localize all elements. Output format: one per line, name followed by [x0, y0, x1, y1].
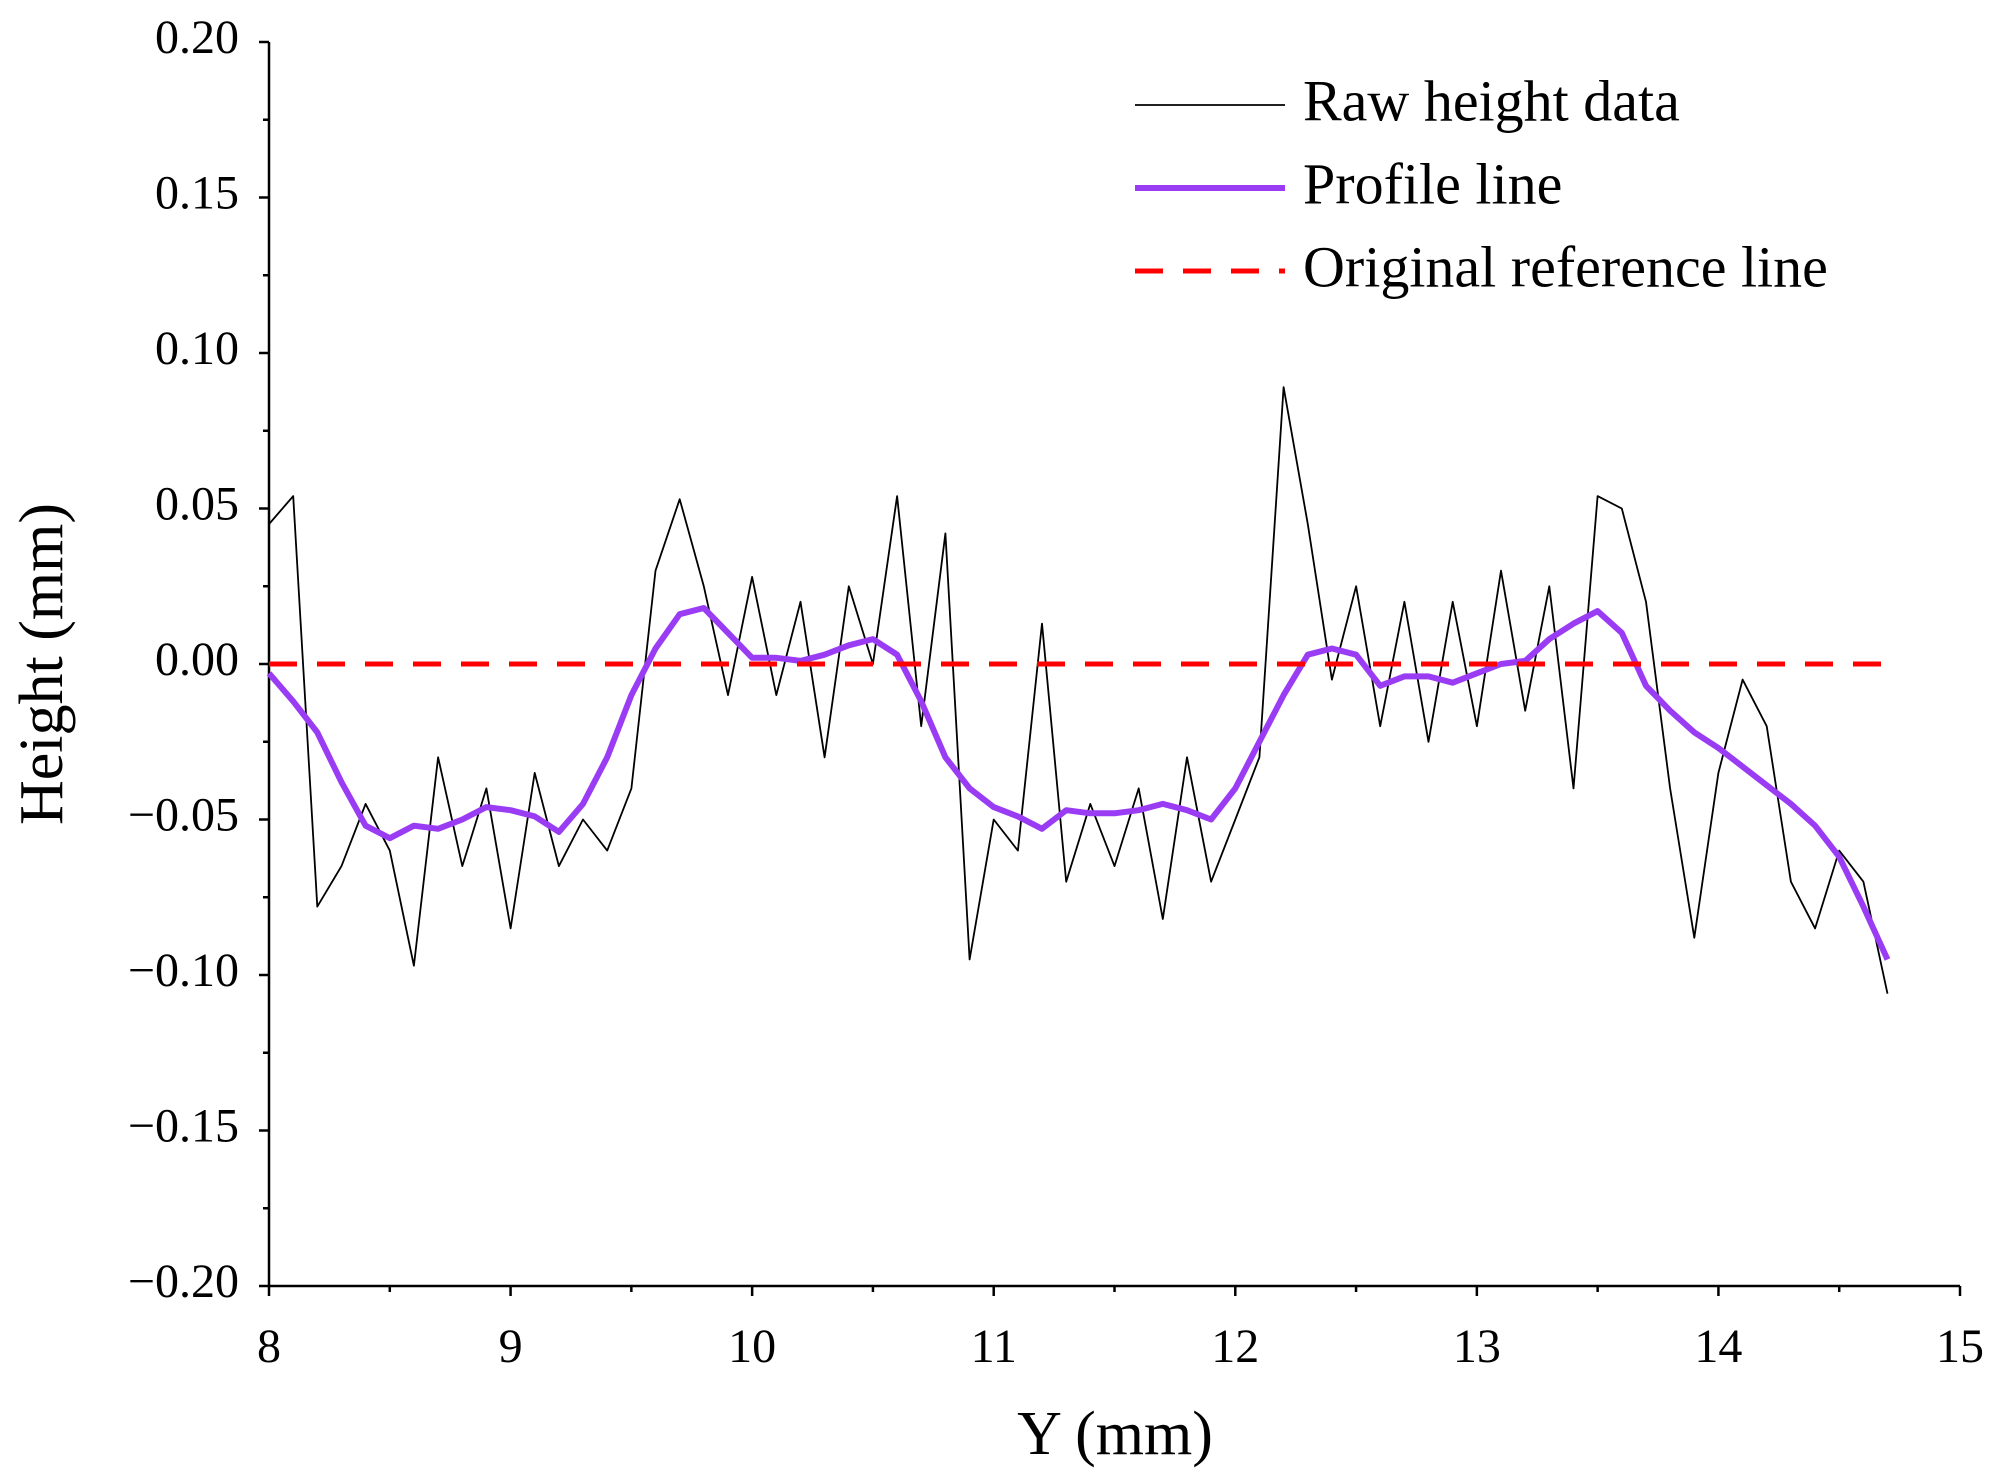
x-tick-label: 15 [1936, 1320, 1984, 1373]
legend-label: Raw height data [1303, 68, 1680, 133]
x-tick-label: 10 [728, 1320, 776, 1373]
y-tick-label: 0.10 [155, 322, 239, 375]
x-tick-label: 8 [257, 1320, 281, 1373]
y-tick-label: −0.10 [128, 944, 239, 997]
x-tick-label: 9 [499, 1320, 523, 1373]
y-tick-label: 0.05 [155, 478, 239, 531]
series-line [268, 386, 1889, 994]
x-tick-label: 14 [1694, 1320, 1742, 1373]
y-axis-title: Height (mm) [8, 503, 76, 825]
y-tick-label: −0.05 [128, 789, 239, 842]
x-tick-label: 13 [1453, 1320, 1501, 1373]
y-tick-label: −0.20 [128, 1255, 239, 1308]
x-tick-label: 12 [1211, 1320, 1259, 1373]
y-tick-label: 0.00 [155, 633, 239, 686]
y-tick-label: 0.20 [155, 11, 239, 64]
x-tick-label: 11 [971, 1320, 1017, 1373]
y-tick-label: 0.15 [155, 167, 239, 220]
legend-label: Profile line [1303, 151, 1562, 216]
x-axis-title: Y (mm) [1017, 1400, 1213, 1468]
legend-label: Original reference line [1303, 234, 1828, 299]
series-line [266, 605, 1891, 961]
y-tick-label: −0.15 [128, 1100, 239, 1153]
